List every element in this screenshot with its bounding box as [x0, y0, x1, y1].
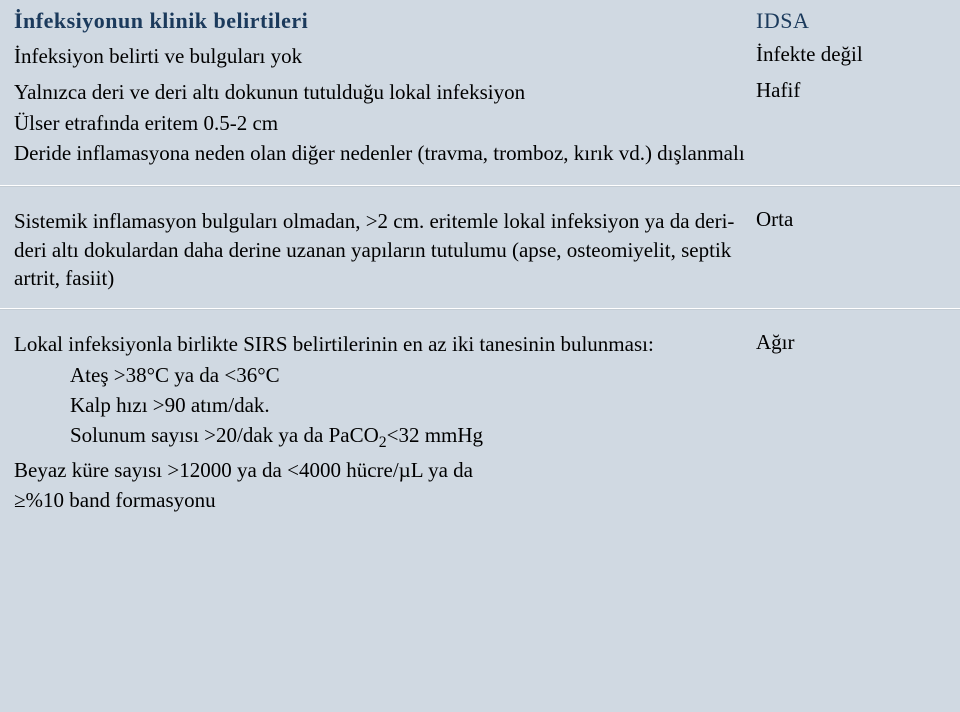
row2-left: Yalnızca deri ve deri altı dokunun tutul…	[14, 78, 756, 169]
table-row: İnfeksiyon belirti ve bulguları yok İnfe…	[0, 40, 960, 72]
row4-bullet3-post: <32 mmHg	[387, 423, 483, 447]
row2-line3: Deride inflamasyona neden olan diğer ned…	[14, 139, 756, 167]
table-row: Lokal infeksiyonla birlikte SIRS belirti…	[0, 324, 960, 522]
section-divider	[0, 308, 960, 310]
row3-right: Orta	[756, 207, 946, 292]
row4-bullet1: Ateş >38°C ya da <36°C	[14, 361, 756, 389]
table-header-row: İnfeksiyonun klinik belirtileri IDSA	[0, 0, 960, 40]
row4-bullet3: Solunum sayısı >20/dak ya da PaCO2<32 mm…	[14, 421, 756, 453]
row4-intro: Lokal infeksiyonla birlikte SIRS belirti…	[14, 330, 756, 358]
header-right: IDSA	[756, 8, 946, 34]
row4-tail1: Beyaz küre sayısı >12000 ya da <4000 hüc…	[14, 456, 756, 484]
row4-bullet3-pre: Solunum sayısı >20/dak ya da PaCO	[70, 423, 379, 447]
row2-line2: Ülser etrafında eritem 0.5-2 cm	[14, 109, 756, 137]
row4-right: Ağır	[756, 330, 946, 516]
row3-left: Sistemik inflamasyon bulguları olmadan, …	[14, 207, 756, 292]
row4-bullet3-sub: 2	[379, 435, 387, 452]
row4-tail2: ≥%10 band formasyonu	[14, 486, 756, 514]
row1-left: İnfeksiyon belirti ve bulguları yok	[14, 42, 756, 70]
section-divider	[0, 185, 960, 187]
row2-right: Hafif	[756, 78, 946, 169]
row4-left: Lokal infeksiyonla birlikte SIRS belirti…	[14, 330, 756, 516]
row4-bullet2: Kalp hızı >90 atım/dak.	[14, 391, 756, 419]
row1-right: İnfekte değil	[756, 42, 946, 70]
row2-line1: Yalnızca deri ve deri altı dokunun tutul…	[14, 78, 756, 106]
table-row: Sistemik inflamasyon bulguları olmadan, …	[0, 201, 960, 298]
header-left: İnfeksiyonun klinik belirtileri	[14, 8, 756, 34]
table-row: Yalnızca deri ve deri altı dokunun tutul…	[0, 72, 960, 175]
